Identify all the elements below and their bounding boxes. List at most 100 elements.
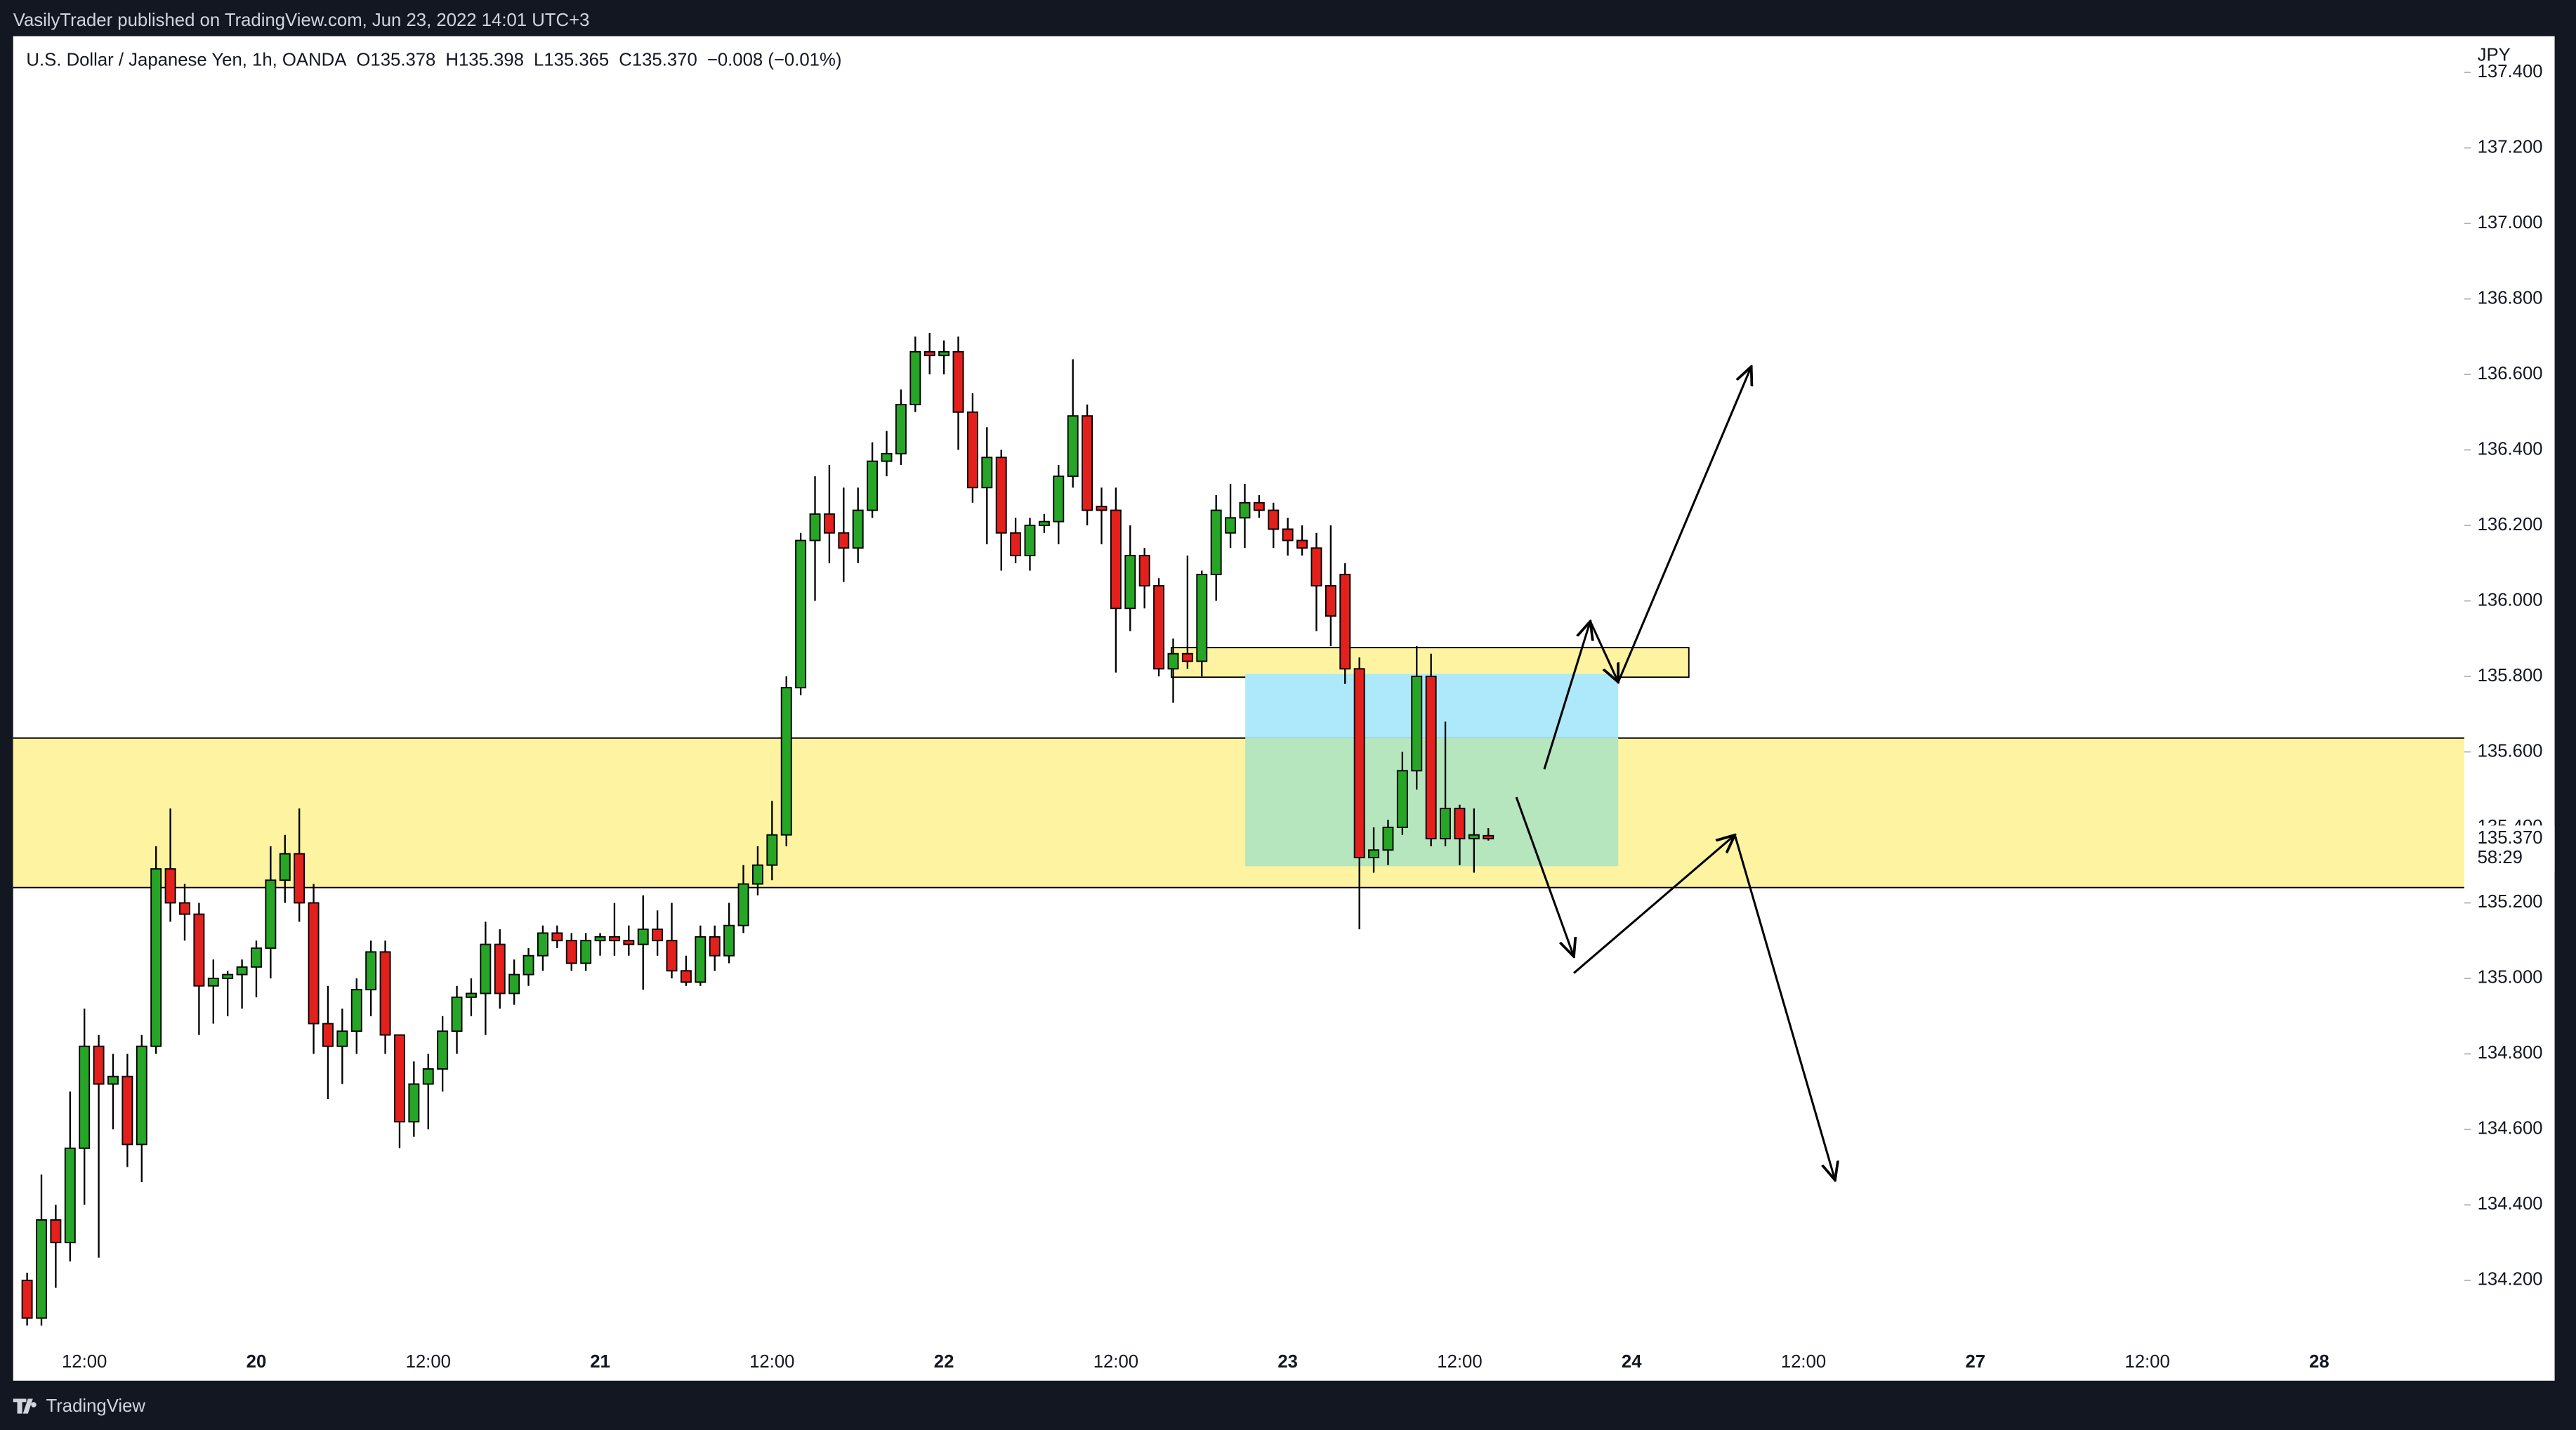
candle-body xyxy=(867,460,879,511)
candle-body xyxy=(50,1219,62,1244)
candle-body xyxy=(164,868,176,904)
y-tick-label: 136.600 xyxy=(2478,364,2543,383)
x-tick-label: 24 xyxy=(1622,1352,1642,1372)
candle-body xyxy=(279,853,291,881)
candle-body xyxy=(236,966,248,976)
candle-body xyxy=(480,943,492,995)
candle-body xyxy=(508,973,520,995)
arrow xyxy=(1543,622,1591,770)
candle-body xyxy=(809,513,821,542)
candle-body xyxy=(623,940,635,945)
candle-body xyxy=(1440,808,1452,840)
candles xyxy=(21,332,1494,1326)
candle-body xyxy=(780,687,792,836)
candle-body xyxy=(308,902,320,1025)
y-tick-label: 137.200 xyxy=(2478,137,2543,157)
x-tick-label: 12:00 xyxy=(2124,1352,2169,1372)
candle-body xyxy=(666,940,678,972)
y-tick-label: 136.400 xyxy=(2478,439,2543,459)
candle-body xyxy=(1181,652,1193,662)
candle-body xyxy=(294,853,305,904)
candle-body xyxy=(981,457,993,489)
scenario-arrows xyxy=(1515,367,1835,1180)
candle-body xyxy=(1425,676,1437,840)
legend-open: O135.378 xyxy=(356,50,435,70)
candle-body xyxy=(565,940,577,964)
logo xyxy=(13,1398,37,1414)
candle-body xyxy=(1053,475,1065,523)
candle-body xyxy=(909,350,921,405)
candle-body xyxy=(895,404,907,454)
candle-body xyxy=(1096,506,1108,511)
y-tick-label: 135.200 xyxy=(2478,892,2543,912)
candle-body xyxy=(207,978,219,987)
candle-body xyxy=(1210,509,1222,575)
candle-body xyxy=(594,936,606,942)
small-zone xyxy=(1170,647,1690,678)
candle-body xyxy=(852,509,864,549)
candle-body xyxy=(966,411,978,489)
candle-body xyxy=(952,350,964,413)
symbol: U.S. Dollar / Japanese Yen, 1h, OANDA xyxy=(26,50,347,70)
arrow xyxy=(1573,835,1735,974)
legend-low: L135.365 xyxy=(534,50,609,70)
candle-body xyxy=(79,1045,91,1149)
y-tick-label: 137.000 xyxy=(2478,213,2543,232)
candle-body xyxy=(1268,509,1280,530)
x-tick-label: 20 xyxy=(247,1352,267,1372)
y-tick-label: 135.800 xyxy=(2478,666,2543,686)
footer-brand: TradingView xyxy=(46,1396,146,1416)
candle-body xyxy=(723,924,735,957)
candle-body xyxy=(265,879,277,949)
candle-body xyxy=(422,1068,434,1085)
x-tick-label: 12:00 xyxy=(62,1352,107,1372)
candle-body xyxy=(136,1045,147,1146)
candle-body xyxy=(1024,525,1036,556)
candle-body xyxy=(408,1083,420,1123)
currency: JPY xyxy=(2478,45,2511,65)
candle-body xyxy=(336,1030,348,1047)
candle-body xyxy=(1382,827,1394,851)
candle-body xyxy=(466,992,477,998)
candle-body xyxy=(680,970,692,983)
candle-body xyxy=(437,1030,449,1070)
y-tick-label: 136.800 xyxy=(2478,288,2543,308)
candle-body xyxy=(537,932,548,957)
price-tag xyxy=(2464,825,2555,872)
candle-body xyxy=(751,864,763,885)
candle-body xyxy=(637,929,649,945)
candle-body xyxy=(1239,501,1251,519)
candle-body xyxy=(737,883,749,926)
candle-body xyxy=(1368,849,1380,858)
x-tick-label: 28 xyxy=(2309,1352,2329,1372)
legend-close: C135.370 xyxy=(619,50,697,70)
candle-body xyxy=(551,932,563,942)
candle-body xyxy=(1282,528,1294,542)
candle-body xyxy=(379,951,391,1036)
candle-body xyxy=(1296,539,1308,549)
candle-body xyxy=(1067,415,1079,478)
candle-body xyxy=(1110,509,1122,610)
candle-body xyxy=(709,936,721,957)
candle-body xyxy=(1411,676,1423,772)
candle-body xyxy=(1124,555,1136,610)
candle-body xyxy=(21,1279,33,1319)
candle-body xyxy=(823,513,835,534)
candle-body xyxy=(36,1219,47,1319)
supply-zone xyxy=(13,737,2464,888)
candle-body xyxy=(695,936,707,983)
candle-body xyxy=(523,955,534,976)
candle-body xyxy=(1010,532,1022,556)
candle-body xyxy=(881,452,893,462)
candle-body xyxy=(1310,547,1322,586)
candle-body xyxy=(924,350,935,357)
candle-body xyxy=(1167,652,1179,670)
x-tick-label: 12:00 xyxy=(1093,1352,1138,1372)
candle-body xyxy=(938,350,950,357)
candle-body xyxy=(494,943,506,995)
candle-body xyxy=(1396,770,1408,828)
y-tick-label: 135.600 xyxy=(2478,741,2543,761)
y-tick-label: 136.000 xyxy=(2478,590,2543,610)
candle-body xyxy=(1153,585,1165,670)
